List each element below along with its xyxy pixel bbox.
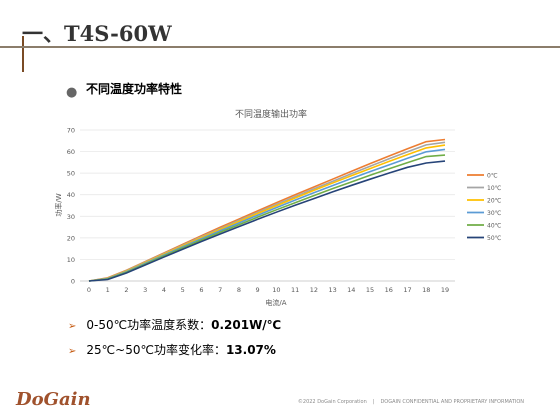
x-tick-labels: 0 1 2 3 4 5 6 7 8 9 10 11 12 13 14 15 16 17 18 19 <box>87 286 449 294</box>
stat-temp-coefficient: ➢ 0-50℃功率温度系数：0.201W/℃ <box>68 316 281 333</box>
stat-label: 25℃~50℃功率变化率： <box>86 343 226 357</box>
x-tick-label: 2 <box>124 286 128 294</box>
y-tick-label: 70 <box>67 127 75 135</box>
brand-logo: DoGain <box>16 389 91 410</box>
x-tick-label: 15 <box>366 286 374 294</box>
y-tick-label: 20 <box>67 234 75 242</box>
x-tick-label: 9 <box>256 286 260 294</box>
chart-grid <box>80 129 455 282</box>
y-tick-label: 0 <box>71 278 75 286</box>
footer-copyright: ©2022 DoGain Corporation <box>297 399 367 405</box>
chart-legend: 0℃ 10℃ 20℃ 30℃ 40℃ 50℃ <box>467 173 502 242</box>
x-tick-label: 19 <box>441 286 449 294</box>
series-line <box>88 160 446 282</box>
x-tick-label: 6 <box>199 286 203 294</box>
x-tick-label: 3 <box>143 286 147 294</box>
arrow-bullet-icon: ➢ <box>68 321 77 332</box>
x-tick-label: 1 <box>106 286 110 294</box>
legend-label: 0℃ <box>487 173 498 180</box>
stat-value: 13.07% <box>225 343 276 357</box>
title-divider <box>0 46 560 48</box>
x-tick-label: 13 <box>328 286 336 294</box>
x-tick-label: 11 <box>291 286 299 294</box>
arrow-bullet-icon: ➢ <box>68 346 77 357</box>
x-tick-label: 0 <box>87 286 91 294</box>
x-tick-label: 4 <box>162 286 166 294</box>
x-tick-label: 16 <box>385 286 393 294</box>
chart-series <box>88 138 446 282</box>
stat-label: 0-50℃功率温度系数： <box>86 318 212 332</box>
title-accent-bar <box>22 36 24 72</box>
x-tick-label: 10 <box>272 286 280 294</box>
stat-change-rate: ➢ 25℃~50℃功率变化率：13.07% <box>68 341 276 358</box>
stat-value: 0.201W/℃ <box>211 318 282 332</box>
y-axis-label: 功率/W <box>54 193 63 216</box>
x-axis-label: 电流/A <box>265 298 286 307</box>
x-tick-label: 14 <box>347 286 355 294</box>
y-tick-label: 60 <box>67 148 75 156</box>
y-tick-label: 30 <box>67 213 75 221</box>
y-tick-label: 40 <box>67 191 75 199</box>
y-tick-labels: 0 10 20 30 40 50 60 70 <box>67 127 75 286</box>
chart-title: 不同温度输出功率 <box>235 108 307 120</box>
page-title: 一、T4S-60W <box>22 21 172 46</box>
footer-confidential: DOGAIN CONFIDENTIAL AND PROPRIETARY INFO… <box>380 399 524 405</box>
legend-label: 40℃ <box>487 223 502 230</box>
legend-label: 10℃ <box>487 185 502 192</box>
bullet-icon: ● <box>66 85 78 100</box>
x-tick-label: 18 <box>422 286 430 294</box>
y-tick-label: 50 <box>67 170 75 178</box>
x-tick-label: 17 <box>403 286 411 294</box>
x-tick-label: 5 <box>181 286 185 294</box>
legend-label: 50℃ <box>487 235 502 242</box>
legend-label: 30℃ <box>487 210 502 217</box>
series-line <box>88 154 446 282</box>
x-tick-label: 8 <box>237 286 241 294</box>
section-heading: 不同温度功率特性 <box>86 82 183 96</box>
footer-text: ©2022 DoGain Corporation | DOGAIN CONFIDEN… <box>297 399 524 405</box>
legend-label: 20℃ <box>487 198 502 205</box>
y-tick-label: 10 <box>67 256 75 264</box>
x-tick-label: 7 <box>218 286 222 294</box>
x-tick-label: 12 <box>310 286 318 294</box>
